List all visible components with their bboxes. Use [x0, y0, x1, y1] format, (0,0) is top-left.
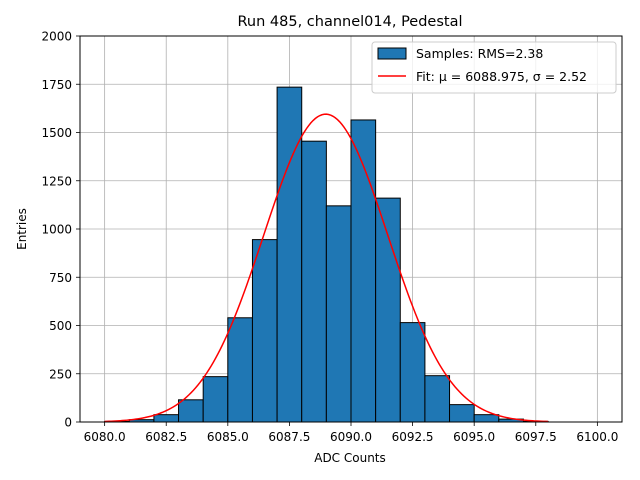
histogram-bar — [325, 205, 352, 423]
legend-label-fit: Fit: μ = 6088.975, σ = 2.52 — [416, 69, 587, 84]
y-tick-label: 2000 — [41, 30, 72, 44]
y-axis-ticks: 0 250 500 750 1000 1250 1500 1750 2000 — [41, 30, 80, 430]
histogram-bar — [301, 140, 327, 423]
histogram-bar — [449, 404, 475, 423]
y-tick-label: 1250 — [41, 174, 72, 188]
y-tick-label: 1000 — [41, 223, 72, 237]
histogram-bar — [350, 119, 377, 423]
legend-swatch-samples — [377, 47, 407, 60]
x-tick-label: 6090.0 — [330, 430, 372, 444]
y-tick-label: 500 — [49, 319, 72, 333]
x-tick-label: 6100.0 — [576, 430, 618, 444]
x-axis-label: ADC Counts — [314, 451, 386, 465]
y-tick-label: 750 — [49, 271, 72, 285]
x-tick-label: 6080.0 — [84, 430, 126, 444]
legend-label-samples: Samples: RMS=2.38 — [416, 46, 543, 61]
x-tick-label: 6085.0 — [207, 430, 249, 444]
x-axis-ticks: 6080.0 6082.5 6085.0 6087.5 6090.0 6092.5 6095… — [84, 422, 618, 444]
x-tick-label: 6087.5 — [268, 430, 310, 444]
legend-box — [371, 41, 617, 94]
histogram-bar — [227, 317, 253, 423]
histogram-bar — [473, 414, 500, 423]
chart-title: Run 485, channel014, Pedestal — [237, 14, 462, 30]
legend: Samples: RMS=2.38 Fit: μ = 6088.975, σ =… — [371, 41, 617, 94]
histogram-bar — [178, 399, 204, 423]
y-tick-label: 250 — [49, 367, 72, 381]
histogram-bar — [251, 239, 278, 423]
x-tick-label: 6092.5 — [392, 430, 434, 444]
y-tick-label: 0 — [64, 416, 72, 430]
y-tick-label: 1500 — [41, 126, 72, 140]
x-tick-label: 6097.5 — [515, 430, 557, 444]
y-axis-label: Entries — [15, 208, 29, 250]
histogram-bar — [153, 414, 180, 423]
y-tick-label: 1750 — [41, 78, 72, 92]
histogram-bar — [202, 376, 229, 423]
x-tick-label: 6095.0 — [453, 430, 495, 444]
histogram-bars — [104, 86, 549, 423]
histogram-bar — [276, 86, 303, 423]
histogram-bar — [375, 197, 401, 423]
histogram-bar — [399, 322, 426, 423]
histogram-bar — [424, 375, 451, 423]
fit-curve — [104, 113, 549, 423]
x-tick-label: 6082.5 — [145, 430, 187, 444]
